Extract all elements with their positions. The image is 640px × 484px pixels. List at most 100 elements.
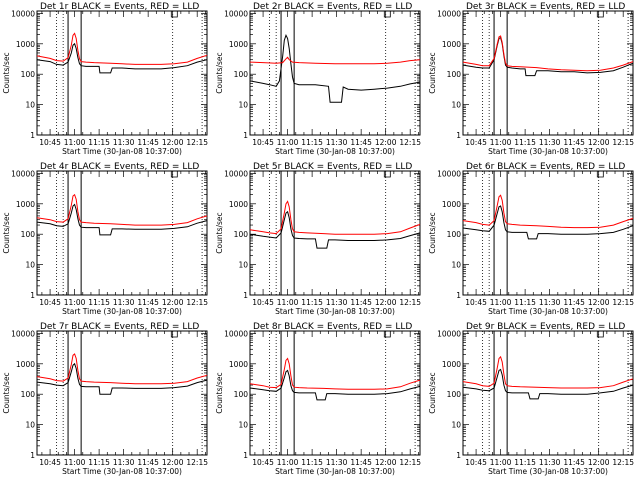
y-axis-label: Counts/sec: [428, 52, 437, 93]
x-tick-label: 12:15: [186, 138, 208, 147]
x-tick-label: 11:45: [350, 138, 372, 147]
x-tick-label: 11:45: [350, 298, 372, 307]
y-tick-label: 1000: [442, 40, 461, 49]
y-tick-label: 10: [451, 261, 461, 270]
x-tick-label: 10:45: [465, 298, 487, 307]
y-tick-label: 10000: [437, 329, 461, 338]
x-tick-label: 11:45: [563, 298, 585, 307]
panel-det-1: Det 1r BLACK = Events, RED = LLD 1 10 100 10…: [2, 2, 208, 156]
x-tick-label: 10:45: [252, 138, 274, 147]
x-axis-label: Start Time (30-Jan-08 10:37:00): [488, 467, 608, 476]
interval-bracket: [596, 11, 604, 18]
x-tick-label: 11:45: [137, 298, 159, 307]
x-tick-label: 10:45: [39, 458, 61, 467]
x-tick-label: 11:15: [301, 298, 323, 307]
y-tick-label: 1000: [16, 40, 35, 49]
y-axis-label: Counts/sec: [2, 212, 11, 253]
y-tick-label: 1000: [229, 40, 248, 49]
x-tick-label: 12:00: [588, 458, 610, 467]
panel-det-3: Det 3r BLACK = Events, RED = LLD 1 10 100 10…: [428, 2, 634, 156]
y-axis-label: Counts/sec: [428, 372, 437, 413]
x-tick-label: 11:15: [88, 458, 110, 467]
y-tick-label: 10000: [11, 329, 35, 338]
plot-frame: [462, 10, 634, 136]
x-tick-label: 10:45: [39, 138, 61, 147]
y-tick-label: 1000: [229, 360, 248, 369]
x-tick-label: 11:30: [326, 138, 348, 147]
x-tick-label: 11:00: [490, 458, 512, 467]
x-tick-label: 12:00: [375, 298, 397, 307]
series-lld-line: [249, 357, 421, 390]
x-tick-label: 11:00: [64, 298, 86, 307]
series-lld-line: [462, 355, 634, 389]
x-axis-label: Start Time (30-Jan-08 10:37:00): [488, 147, 608, 156]
x-tick-label: 12:15: [186, 298, 208, 307]
x-tick-label: 11:45: [137, 138, 159, 147]
x-tick-label: 12:15: [399, 298, 421, 307]
x-axis-label: Start Time (30-Jan-08 10:37:00): [62, 467, 182, 476]
series-events-line: [462, 368, 634, 400]
y-tick-label: 1: [456, 451, 461, 460]
y-tick-label: 1000: [16, 200, 35, 209]
y-tick-label: 100: [447, 390, 462, 399]
x-tick-label: 12:15: [399, 458, 421, 467]
x-tick-label: 11:30: [326, 458, 348, 467]
interval-bracket: [383, 331, 391, 338]
series-events-line: [462, 36, 634, 77]
y-tick-label: 10000: [224, 329, 248, 338]
x-tick-label: 11:15: [88, 298, 110, 307]
panel-det-4: Det 4r BLACK = Events, RED = LLD 1 10 100 10…: [2, 162, 208, 316]
x-tick-label: 11:30: [326, 298, 348, 307]
x-tick-label: 12:15: [186, 458, 208, 467]
x-tick-label: 12:00: [162, 298, 184, 307]
x-tick-label: 11:30: [539, 298, 561, 307]
x-tick-label: 10:45: [465, 458, 487, 467]
x-tick-label: 11:15: [301, 458, 323, 467]
x-tick-label: 11:15: [514, 298, 536, 307]
panel-det-8: Det 8r BLACK = Events, RED = LLD 1 10 100 10…: [215, 322, 421, 476]
plot-frame: [462, 170, 634, 296]
y-tick-label: 10000: [224, 169, 248, 178]
y-axis-label: Counts/sec: [428, 212, 437, 253]
y-tick-label: 10: [25, 101, 35, 110]
y-tick-label: 1000: [229, 200, 248, 209]
interval-bracket: [170, 171, 178, 178]
y-tick-label: 1000: [442, 360, 461, 369]
interval-bracket: [383, 171, 391, 178]
x-tick-label: 11:45: [563, 138, 585, 147]
series-lld-line: [249, 200, 421, 235]
panel-title: Det 4r BLACK = Events, RED = LLD: [40, 162, 199, 172]
plot-frame: [36, 330, 208, 456]
x-tick-label: 12:15: [399, 138, 421, 147]
series-lld-line: [462, 194, 634, 229]
y-tick-label: 10: [451, 101, 461, 110]
x-tick-label: 11:45: [350, 458, 372, 467]
y-tick-label: 1: [456, 291, 461, 300]
y-axis-label: Counts/sec: [2, 372, 11, 413]
x-tick-label: 12:00: [588, 138, 610, 147]
x-tick-label: 10:45: [39, 298, 61, 307]
series-lld-line: [36, 193, 208, 226]
y-tick-label: 100: [234, 70, 249, 79]
x-tick-label: 12:15: [612, 138, 634, 147]
interval-bracket: [383, 11, 391, 18]
y-tick-label: 10000: [437, 169, 461, 178]
y-tick-label: 100: [234, 390, 249, 399]
y-tick-label: 1: [30, 131, 35, 140]
plot-frame: [36, 170, 208, 296]
x-tick-label: 11:45: [563, 458, 585, 467]
x-tick-label: 11:00: [490, 298, 512, 307]
y-tick-label: 1: [456, 131, 461, 140]
y-tick-label: 10: [25, 421, 35, 430]
y-tick-label: 1000: [16, 360, 35, 369]
panel-det-7: Det 7r BLACK = Events, RED = LLD 1 10 100 10…: [2, 322, 208, 476]
panel-det-6: Det 6r BLACK = Events, RED = LLD 1 10 100 10…: [428, 162, 634, 316]
interval-bracket: [170, 11, 178, 18]
panel-det-9: Det 9r BLACK = Events, RED = LLD 1 10 100 10…: [428, 322, 634, 476]
plot-frame: [36, 10, 208, 136]
x-tick-label: 11:15: [514, 138, 536, 147]
panel-title: Det 3r BLACK = Events, RED = LLD: [466, 2, 625, 12]
series-events-line: [36, 203, 208, 236]
